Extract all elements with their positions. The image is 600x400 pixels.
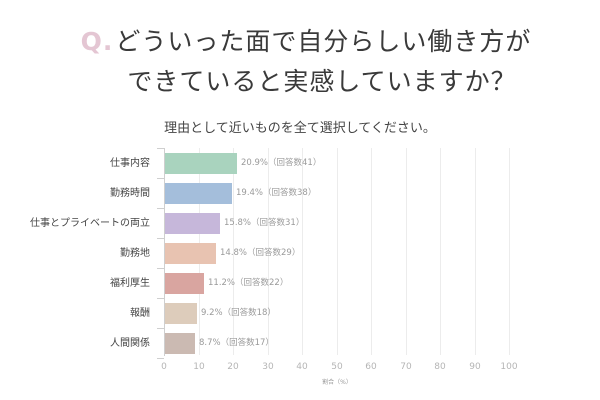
bar	[165, 183, 232, 204]
question-subtitle: 理由として近いものを全て選択してください。	[164, 121, 436, 136]
question-title-line2: できていると実感していますか？	[127, 67, 517, 96]
value-label: 20.9%（回答数41）	[241, 158, 322, 168]
x-tick-label: 90	[469, 362, 481, 372]
x-tick-label: 100	[500, 362, 518, 372]
value-label: 15.8%（回答数31）	[224, 218, 305, 228]
category-label: 仕事とプライベートの両立	[30, 218, 150, 229]
y-axis-line	[164, 148, 165, 356]
x-axis-label: 割合（%）	[322, 379, 352, 386]
x-tick-label: 10	[193, 362, 205, 372]
y-tick-mark	[157, 358, 164, 359]
question-title-text: どういった面で自分らしい働き方が	[115, 27, 532, 56]
x-tick-label: 40	[296, 362, 308, 372]
category-label: 仕事内容	[110, 158, 150, 169]
y-tick-mark	[157, 208, 164, 209]
y-tick-mark	[157, 298, 164, 299]
value-label: 14.8%（回答数29）	[220, 248, 301, 258]
gridline	[268, 148, 269, 355]
gridline	[371, 148, 372, 355]
category-label: 報酬	[130, 308, 150, 319]
value-label: 9.2%（回答数18）	[201, 308, 276, 318]
x-tick-label: 30	[262, 362, 274, 372]
gridline	[475, 148, 476, 355]
x-tick-label: 80	[434, 362, 446, 372]
y-tick-mark	[157, 268, 164, 269]
bar	[165, 333, 195, 354]
gridline	[302, 148, 303, 355]
gridline	[440, 148, 441, 355]
gridline	[233, 148, 234, 355]
bar	[165, 303, 197, 324]
y-tick-mark	[157, 148, 164, 149]
bar	[165, 213, 220, 234]
y-tick-mark	[157, 178, 164, 179]
x-tick-label: 0	[161, 362, 167, 372]
value-label: 19.4%（回答数38）	[236, 188, 317, 198]
gridline	[509, 148, 510, 355]
gridline	[406, 148, 407, 355]
category-label: 福利厚生	[110, 278, 150, 289]
y-tick-mark	[157, 328, 164, 329]
category-label: 勤務時間	[110, 188, 150, 199]
category-label: 勤務地	[120, 248, 150, 259]
value-label: 8.7%（回答数17）	[199, 338, 274, 348]
gridline	[337, 148, 338, 355]
question-title-line1: Q.どういった面で自分らしい働き方が	[6, 26, 600, 58]
bar	[165, 153, 237, 174]
bar	[165, 273, 204, 294]
value-label: 11.2%（回答数22）	[208, 278, 289, 288]
category-label: 人間関係	[110, 338, 150, 349]
x-tick-label: 50	[331, 362, 343, 372]
y-tick-mark	[157, 238, 164, 239]
x-tick-label: 70	[400, 362, 412, 372]
question-mark-label: Q.	[80, 27, 114, 56]
bar	[165, 243, 216, 264]
x-tick-label: 60	[365, 362, 377, 372]
x-tick-label: 20	[227, 362, 239, 372]
